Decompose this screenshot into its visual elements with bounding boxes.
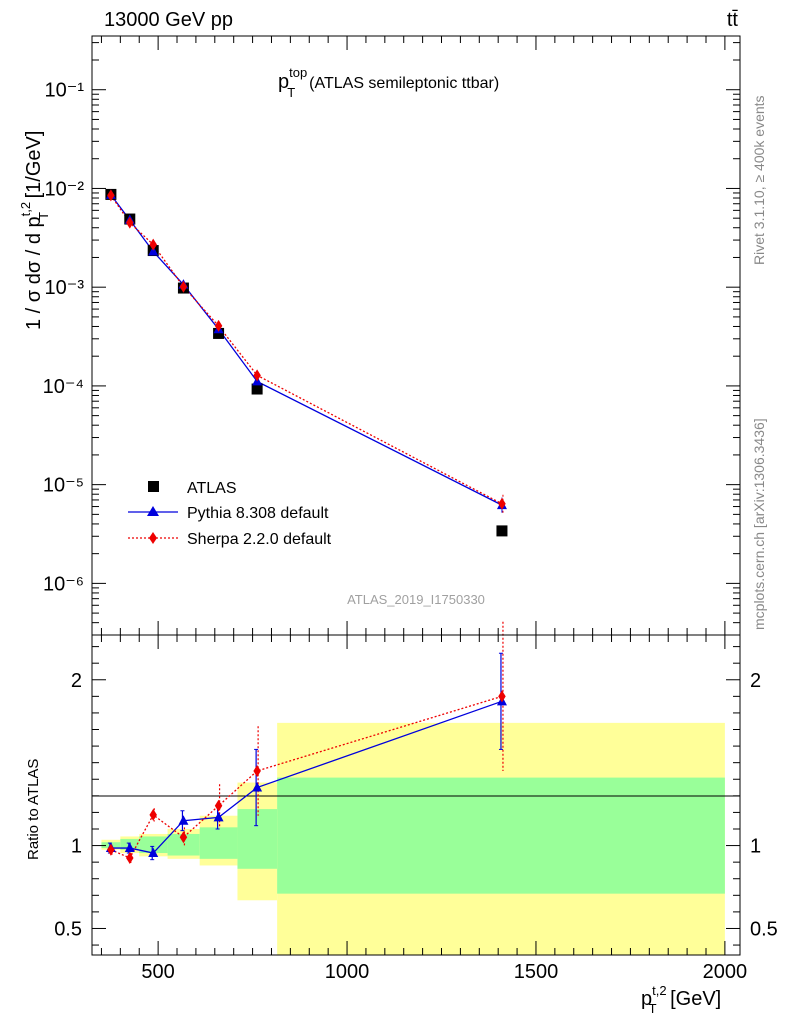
legend-marker-atlas	[148, 481, 159, 492]
ratio-point-sherpa	[179, 831, 188, 844]
main-y-label-sup: t,2	[18, 202, 33, 216]
main-point-sherpa	[179, 280, 188, 293]
main-point-sherpa	[498, 497, 506, 510]
ratio-y-label: Ratio to ATLAS	[25, 759, 42, 860]
main-point-atlas	[496, 525, 508, 537]
ratio-point-pythia	[148, 847, 159, 858]
ratio-band-inner	[139, 836, 168, 854]
main-point-atlas	[251, 383, 263, 395]
main-point-sherpa	[107, 189, 115, 202]
legend-marker-sherpa	[149, 532, 157, 544]
legend-marker-pythia	[147, 506, 159, 516]
main-point-sherpa	[126, 216, 134, 229]
ratio-point-sherpa	[107, 843, 115, 856]
ratio-y-tick-label-left: 0.5	[54, 918, 82, 940]
header-energy: 13000 GeV pp	[104, 9, 233, 31]
plot-title-sub: T	[287, 85, 295, 100]
ratio-point-sherpa	[498, 690, 506, 703]
ratio-bands	[101, 722, 725, 955]
ratio-point-pythia	[252, 782, 263, 792]
main-line-sherpa	[110, 195, 503, 505]
main-y-tick-label: 10⁻⁵	[43, 475, 84, 497]
main-line-pythia	[110, 194, 503, 506]
main-y-tick-label: 10⁻³	[45, 277, 85, 299]
main-y-tick-label: 10⁻⁴	[43, 376, 84, 398]
ratio-y-tick-label-right: 2	[750, 670, 761, 692]
ratio-point-sherpa	[214, 799, 223, 812]
ratio-x-ticks: 500 1000 1500 2000	[100, 635, 748, 983]
ratio-point-pythia	[213, 811, 224, 822]
ratio-point-pythia	[124, 842, 135, 853]
main-y-label-unit: [1/GeV]	[23, 131, 45, 204]
x-label-sup: t,2	[652, 983, 666, 998]
legend-label-sherpa: Sherpa 2.2.0 default	[187, 531, 332, 548]
ratio-y-tick-label-right: 0.5	[750, 918, 778, 940]
ratio-frame	[91, 634, 741, 956]
ratio-x-tick-label: 1500	[514, 961, 559, 983]
side-site: mcplots.cern.ch [arXiv:1306.3436]	[751, 418, 767, 630]
ratio-x-tick-label: 1000	[325, 961, 370, 983]
ratio-y-ticks: 0.5 0.5 1 1 2 2	[54, 646, 778, 946]
ratio-y-tick-label-left: 2	[71, 670, 82, 692]
x-label-sub: T	[649, 1001, 657, 1016]
ratio-point-pythia	[178, 815, 189, 825]
main-y-label-sub: T	[36, 212, 51, 220]
ratio-band-inner	[237, 809, 278, 869]
plot-title-sup: top	[289, 65, 307, 80]
legend: ATLAS Pythia 8.308 default Sherpa 2.2.0 …	[128, 480, 332, 548]
header-process: tt̄	[727, 9, 739, 31]
main-point-pythia	[148, 245, 159, 256]
ratio-y-tick-label-right: 1	[750, 836, 761, 858]
main-y-tick-label: 10⁻²	[45, 178, 85, 200]
ratio-plot-area	[105, 621, 507, 865]
plot-title-main: p	[278, 71, 289, 93]
main-point-sherpa	[253, 369, 261, 382]
main-y-tick-label: 10⁻¹	[45, 80, 85, 102]
x-axis-label: pt,2 T [GeV]	[641, 983, 721, 1016]
ratio-y-tick-label-left: 1	[71, 836, 82, 858]
main-x-ticks	[100, 36, 726, 635]
plot-title-rest: (ATLAS semileptonic ttbar)	[309, 75, 499, 92]
legend-label-atlas: ATLAS	[187, 480, 237, 497]
analysis-id: ATLAS_2019_I1750330	[347, 592, 485, 607]
ratio-x-tick-label: 2000	[703, 961, 748, 983]
svg-text:1 / σ dσ / d pt,2T [1/GeV]: 1 / σ dσ / d pt,2 T [1/GeV]	[18, 131, 51, 330]
ratio-band-inner	[167, 833, 200, 856]
x-label-p: p	[641, 988, 652, 1010]
main-y-ticks: 10⁻⁶ 10⁻⁵ 10⁻⁴ 10⁻³ 10⁻² 10⁻¹	[43, 42, 740, 636]
ratio-point-sherpa	[126, 852, 134, 865]
main-plot-area	[105, 188, 508, 537]
ratio-panel: 0.5 0.5 1 1 2 2 500 1000 1500 2000	[54, 621, 778, 983]
ratio-band-inner	[199, 827, 238, 859]
main-point-atlas	[213, 327, 225, 339]
ratio-band-inner	[277, 777, 725, 894]
main-point-sherpa	[149, 238, 157, 251]
plot-title: ptop T (ATLAS semileptonic ttbar)	[278, 65, 499, 100]
side-rivet: Rivet 3.1.10, ≥ 400k events	[751, 95, 767, 265]
main-y-label-a: 1 / σ dσ / d p	[23, 216, 45, 330]
main-panel: 10⁻⁶ 10⁻⁵ 10⁻⁴ 10⁻³ 10⁻² 10⁻¹	[43, 35, 741, 636]
x-label-unit: [GeV]	[665, 988, 722, 1010]
main-point-sherpa	[214, 319, 223, 332]
main-y-tick-label: 10⁻⁶	[43, 573, 84, 595]
main-y-label: 1 / σ dσ / d pt,2 T [1/GeV]	[18, 131, 51, 330]
ratio-point-sherpa	[253, 764, 261, 777]
ratio-point-sherpa	[149, 808, 157, 821]
ratio-x-tick-label: 500	[141, 961, 174, 983]
legend-label-pythia: Pythia 8.308 default	[187, 505, 329, 522]
